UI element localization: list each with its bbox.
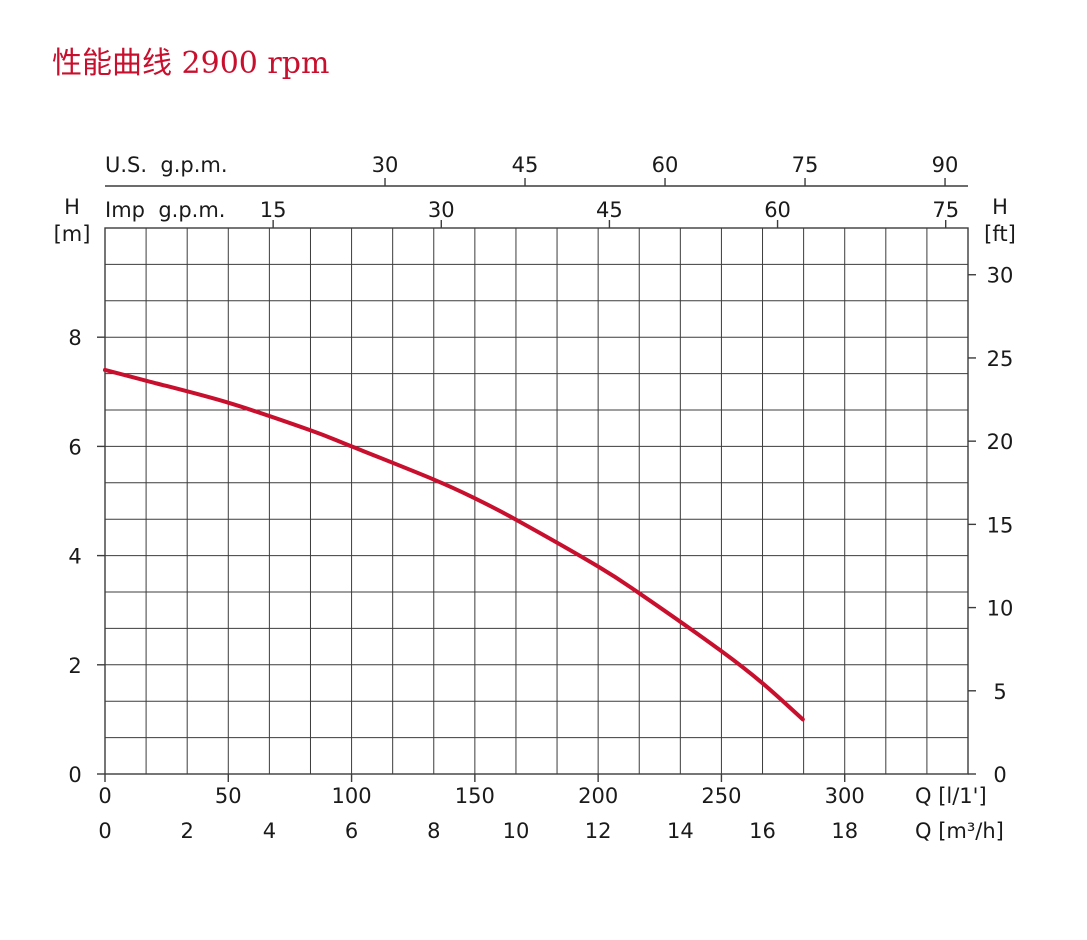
x-tick-label-m3h: 18	[831, 819, 858, 843]
grid	[105, 228, 968, 774]
x-tick-label-m3h: 16	[749, 819, 776, 843]
top-tick-label-us-gpm: 60	[652, 153, 679, 177]
y-tick-label-ft: 20	[987, 430, 1014, 454]
y-tick-label-ft: 10	[987, 597, 1014, 621]
x-tick-label-m3h: 10	[503, 819, 530, 843]
plot-frame	[104, 227, 969, 775]
y-right-name: H	[992, 195, 1008, 219]
y-tick-label-ft: 30	[987, 264, 1014, 288]
chart-title: 性能曲线 2900 rpm	[52, 46, 330, 81]
y-tick-label-m: 8	[68, 326, 81, 350]
x-tick-label-lpm: 0	[98, 784, 111, 808]
x-axis-m3h-label: Q [m³/h]	[915, 819, 1004, 843]
x-tick-label-m3h: 2	[181, 819, 194, 843]
y-tick-label-m: 6	[68, 435, 81, 459]
curve-layer	[103, 367, 805, 722]
top-tick-label-imp-gpm: 60	[764, 198, 791, 222]
y-left-unit: [m]	[54, 222, 91, 246]
top-tick-label-us-gpm: 90	[932, 153, 959, 177]
x-tick-label-lpm: 50	[215, 784, 242, 808]
y-tick-label-ft: 0	[993, 763, 1006, 787]
x-tick-label-lpm: 250	[701, 784, 741, 808]
x-tick-label-m3h: 0	[98, 819, 111, 843]
y-right-unit: [ft]	[984, 222, 1016, 246]
performance-curve	[103, 367, 805, 722]
x-tick-label-lpm: 150	[455, 784, 495, 808]
x-tick-label-lpm: 100	[332, 784, 372, 808]
top-tick-label-us-gpm: 75	[792, 153, 819, 177]
top-axis-us-gpm-label: U.S. g.p.m.	[105, 153, 228, 177]
y-tick-label-ft: 15	[987, 513, 1014, 537]
x-tick-label-m3h: 4	[263, 819, 276, 843]
x-tick-label-m3h: 8	[427, 819, 440, 843]
top-axis-imp-gpm-label: Imp g.p.m.	[105, 198, 225, 222]
x-axis-lpm-label: Q [l/1']	[915, 784, 987, 808]
y-tick-label-m: 2	[68, 654, 81, 678]
top-tick-label-imp-gpm: 15	[260, 198, 287, 222]
y-tick-label-m: 4	[68, 545, 81, 569]
x-tick-label-m3h: 12	[585, 819, 612, 843]
y-tick-label-m: 0	[68, 763, 81, 787]
top-tick-label-us-gpm: 30	[372, 153, 399, 177]
y-left-name: H	[64, 195, 80, 219]
x-tick-label-m3h: 6	[345, 819, 358, 843]
top-tick-label-imp-gpm: 45	[596, 198, 623, 222]
x-tick-label-lpm: 300	[825, 784, 865, 808]
x-tick-label-m3h: 14	[667, 819, 694, 843]
y-tick-label-ft: 5	[993, 680, 1006, 704]
labels: U.S. g.p.m. Imp g.p.m. H [m] H [ft] Q [l…	[54, 153, 1016, 843]
top-tick-label-imp-gpm: 75	[932, 198, 959, 222]
axes	[97, 178, 976, 782]
x-tick-label-lpm: 200	[578, 784, 618, 808]
top-tick-label-imp-gpm: 30	[428, 198, 455, 222]
top-tick-label-us-gpm: 45	[512, 153, 539, 177]
y-tick-label-ft: 25	[987, 347, 1014, 371]
